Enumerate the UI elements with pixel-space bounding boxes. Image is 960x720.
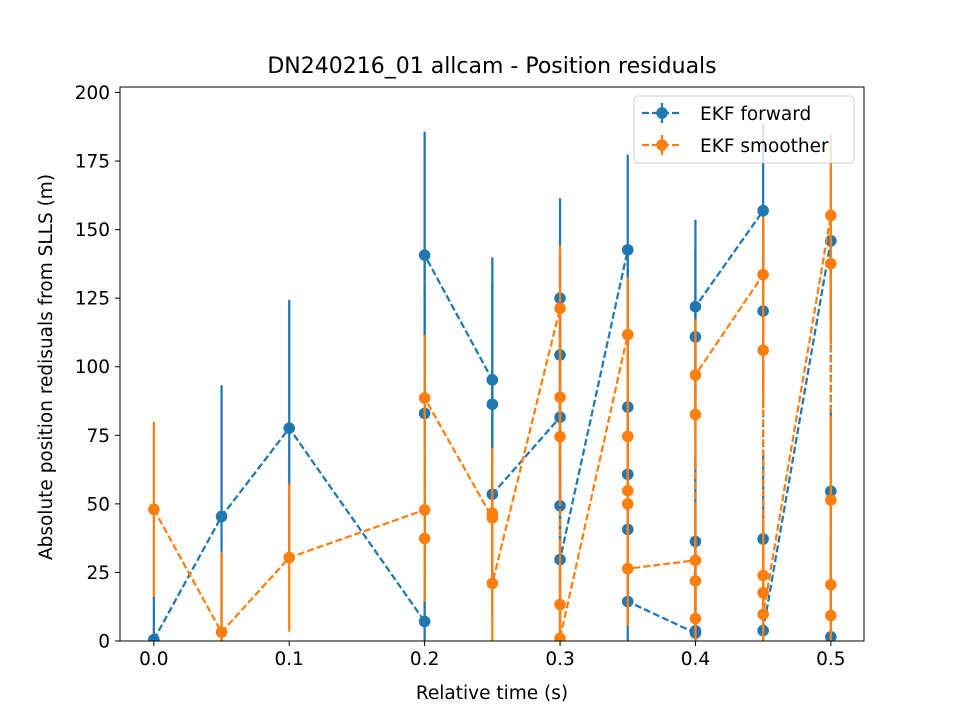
y-tick-label-3: 75 — [86, 426, 110, 447]
y-tick-label-2: 50 — [86, 494, 110, 515]
point-ekf-forward-0 — [148, 633, 160, 641]
x-tick-label-1: 0.1 — [275, 649, 304, 670]
point-ekf-smoother-3 — [418, 504, 431, 516]
chart-title: DN240216_01 allcam - Position residuals — [267, 54, 716, 79]
point-ekf-smoother-13 — [554, 632, 566, 641]
legend-entry-ekf-smoother: EKF smoother — [642, 135, 829, 157]
legend-box — [633, 95, 855, 164]
point-ekf-smoother-30 — [825, 257, 837, 270]
plot-area — [148, 124, 837, 641]
point-ekf-smoother-29 — [825, 209, 837, 222]
y-tick-label-8: 200 — [75, 83, 110, 104]
point-ekf-smoother-10 — [554, 391, 566, 403]
point-ekf-smoother-17 — [621, 498, 634, 510]
point-ekf-smoother-0 — [148, 503, 160, 516]
point-ekf-smoother-16 — [621, 484, 634, 497]
point-ekf-smoother-28 — [757, 608, 769, 621]
legend-marker-ekf-smoother — [656, 139, 668, 151]
y-tick-label-6: 150 — [75, 220, 110, 241]
point-ekf-smoother-2 — [283, 551, 296, 564]
point-ekf-forward-6 — [486, 374, 499, 386]
x-tick-label-3: 0.3 — [545, 649, 574, 670]
x-tick-label-2: 0.2 — [410, 649, 439, 670]
y-tick-label-4: 100 — [75, 357, 110, 378]
legend-label-ekf-forward: EKF forward — [700, 104, 811, 125]
point-ekf-smoother-1 — [215, 626, 228, 639]
point-ekf-smoother-5 — [418, 392, 431, 404]
point-ekf-smoother-27 — [757, 586, 769, 599]
x-axis-label: Relative time (s) — [416, 683, 568, 704]
y-tick-label-1: 25 — [86, 563, 110, 584]
point-ekf-smoother-21 — [689, 612, 702, 625]
point-ekf-forward-5 — [418, 249, 431, 261]
point-ekf-forward-14 — [621, 244, 634, 256]
plot-clipped — [148, 124, 837, 641]
point-ekf-smoother-25 — [757, 344, 769, 357]
series-ekf-smoother — [148, 134, 837, 641]
point-ekf-smoother-14 — [621, 328, 634, 341]
point-ekf-smoother-20 — [689, 575, 702, 587]
legend: EKF forward EKF smoother — [633, 95, 855, 164]
series-line-ekf-smoother — [152, 215, 832, 639]
axis-ticks: 0.0 0.1 0.2 0.3 0.4 0.5 0 25 50 75 100 125 150 175 200 — [75, 83, 846, 670]
point-ekf-forward-23 — [689, 300, 702, 313]
y-axis-label: Absolute position redisuals from SLLS (m… — [36, 174, 57, 560]
point-ekf-forward-24 — [757, 204, 769, 217]
y-tick-label-5: 125 — [75, 289, 110, 310]
legend-entry-ekf-forward: EKF forward — [642, 103, 811, 125]
y-tick-label-7: 175 — [75, 152, 110, 173]
point-ekf-smoother-23 — [689, 369, 702, 381]
x-tick-label-5: 0.5 — [816, 649, 845, 670]
point-ekf-smoother-32 — [825, 578, 837, 591]
point-ekf-smoother-9 — [554, 302, 566, 315]
point-ekf-smoother-15 — [621, 430, 634, 443]
point-ekf-forward-3 — [418, 615, 431, 628]
axes-frame — [119, 86, 865, 642]
legend-label-ekf-smoother: EKF smoother — [700, 136, 829, 157]
point-ekf-smoother-4 — [418, 532, 431, 545]
point-ekf-smoother-26 — [757, 569, 769, 582]
x-tick-label-4: 0.4 — [681, 649, 710, 670]
point-ekf-forward-7 — [486, 398, 499, 411]
point-ekf-smoother-12 — [554, 598, 566, 611]
point-ekf-smoother-33 — [825, 609, 837, 622]
point-ekf-smoother-19 — [689, 554, 702, 567]
point-ekf-smoother-8 — [486, 577, 499, 590]
point-ekf-forward-2 — [283, 422, 296, 434]
point-ekf-forward-1 — [215, 510, 228, 523]
point-ekf-smoother-22 — [689, 408, 702, 421]
y-tick-label-0: 0 — [98, 632, 110, 653]
point-ekf-smoother-31 — [825, 494, 837, 506]
point-ekf-smoother-18 — [621, 562, 634, 575]
point-ekf-smoother-11 — [554, 430, 566, 443]
x-tick-label-0: 0.0 — [139, 649, 168, 670]
legend-marker-ekf-forward — [656, 107, 668, 119]
point-ekf-smoother-24 — [757, 268, 769, 281]
point-ekf-smoother-7 — [486, 507, 499, 519]
